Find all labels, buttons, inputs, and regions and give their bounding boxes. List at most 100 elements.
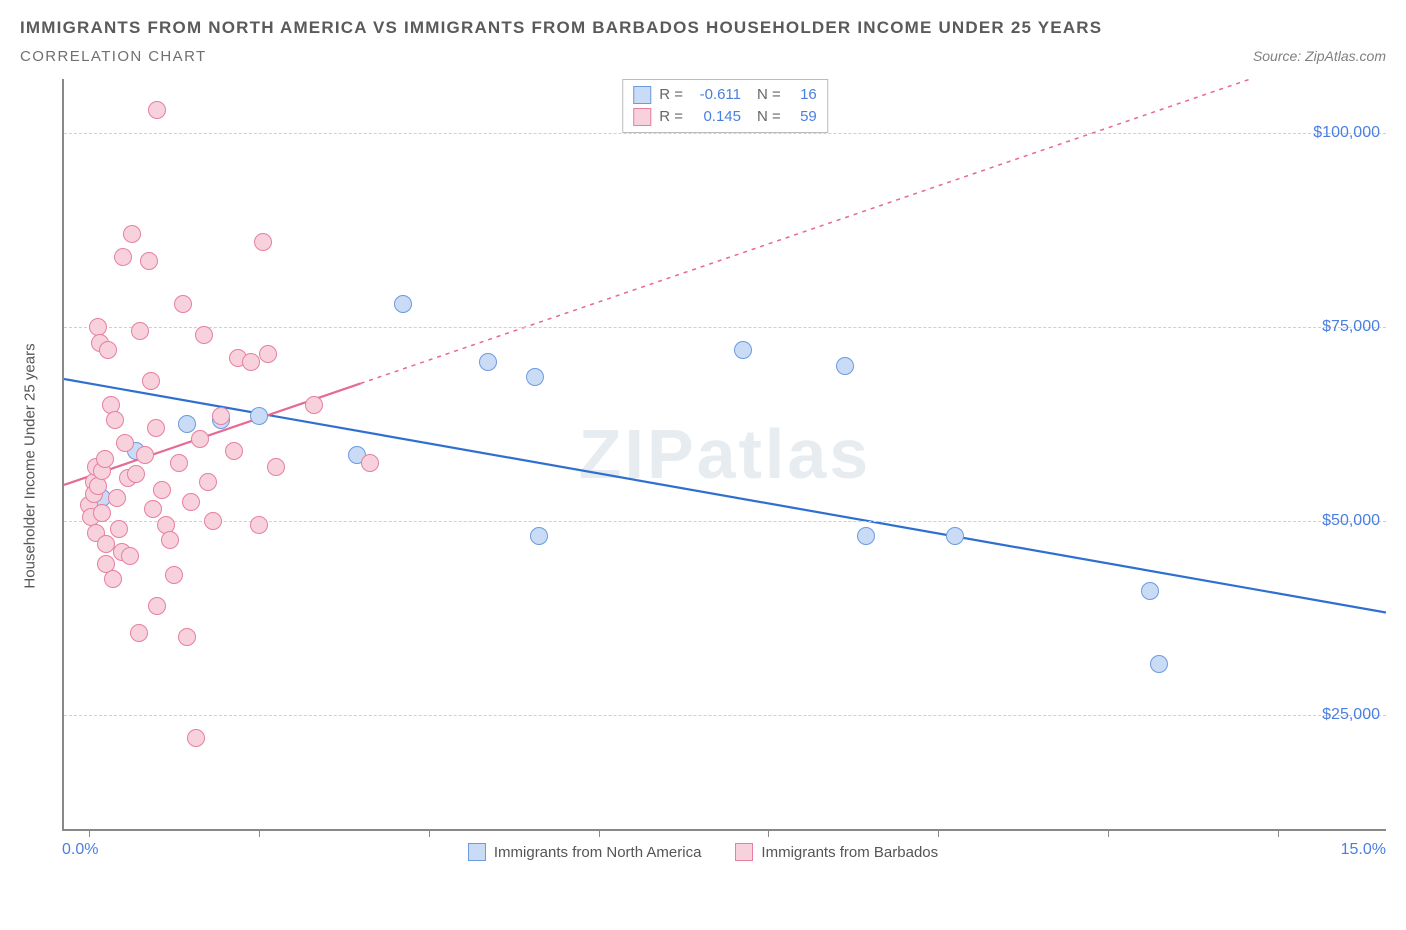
watermark: ZIPatlas <box>579 414 871 494</box>
scatter-point <box>174 295 192 313</box>
scatter-point <box>204 512 222 530</box>
scatter-point <box>225 442 243 460</box>
y-tick-label: $50,000 <box>1322 512 1380 530</box>
scatter-point <box>144 500 162 518</box>
x-tick <box>1108 829 1109 837</box>
scatter-point <box>191 430 209 448</box>
scatter-point <box>127 465 145 483</box>
scatter-point <box>479 353 497 371</box>
scatter-point <box>199 473 217 491</box>
scatter-point <box>1141 582 1159 600</box>
scatter-point <box>305 396 323 414</box>
scatter-point <box>121 547 139 565</box>
scatter-point <box>161 531 179 549</box>
legend-label: Immigrants from Barbados <box>761 844 938 861</box>
scatter-point <box>165 566 183 584</box>
legend-item: Immigrants from North America <box>468 843 702 861</box>
scatter-point <box>178 628 196 646</box>
x-tick <box>1278 829 1279 837</box>
y-tick-label: $100,000 <box>1313 124 1380 142</box>
stat-n-value: 16 <box>789 84 817 106</box>
gridline <box>64 327 1386 328</box>
trend-lines <box>64 79 1386 829</box>
stat-n-label: N = <box>757 106 781 128</box>
scatter-point <box>734 341 752 359</box>
y-tick-label: $25,000 <box>1322 706 1380 724</box>
scatter-point <box>140 252 158 270</box>
stat-r-label: R = <box>659 84 683 106</box>
scatter-point <box>212 407 230 425</box>
legend-swatch <box>633 86 651 104</box>
scatter-point <box>153 481 171 499</box>
scatter-point <box>142 372 160 390</box>
scatter-point <box>148 101 166 119</box>
scatter-point <box>946 527 964 545</box>
scatter-point <box>836 357 854 375</box>
scatter-point <box>259 345 277 363</box>
scatter-point <box>526 368 544 386</box>
x-tick <box>89 829 90 837</box>
gridline <box>64 715 1386 716</box>
scatter-point <box>254 233 272 251</box>
scatter-point <box>93 504 111 522</box>
scatter-point <box>1150 655 1168 673</box>
stat-r-value: 0.145 <box>691 106 741 128</box>
stat-n-label: N = <box>757 84 781 106</box>
source-credit: Source: ZipAtlas.com <box>1253 48 1386 64</box>
gridline <box>64 133 1386 134</box>
y-axis-title: Householder Income Under 25 years <box>22 343 39 588</box>
scatter-point <box>123 225 141 243</box>
legend-swatch <box>468 843 486 861</box>
legend-item: Immigrants from Barbados <box>735 843 938 861</box>
scatter-point <box>250 407 268 425</box>
scatter-point <box>130 624 148 642</box>
scatter-point <box>250 516 268 534</box>
scatter-point <box>267 458 285 476</box>
scatter-point <box>108 489 126 507</box>
scatter-point <box>104 570 122 588</box>
scatter-point <box>89 477 107 495</box>
correlation-chart: Householder Income Under 25 years ZIPatl… <box>20 71 1386 861</box>
scatter-point <box>187 729 205 747</box>
legend-swatch <box>735 843 753 861</box>
scatter-point <box>857 527 875 545</box>
scatter-point <box>170 454 188 472</box>
scatter-point <box>242 353 260 371</box>
scatter-point <box>195 326 213 344</box>
scatter-point <box>147 419 165 437</box>
x-label-left: 0.0% <box>62 841 98 859</box>
scatter-point <box>182 493 200 511</box>
scatter-point <box>394 295 412 313</box>
stat-row: R = 0.145 N = 59 <box>633 106 817 128</box>
chart-subtitle: CORRELATION CHART <box>20 48 207 65</box>
stat-r-label: R = <box>659 106 683 128</box>
x-tick <box>429 829 430 837</box>
stat-row: R = -0.611 N = 16 <box>633 84 817 106</box>
scatter-point <box>131 322 149 340</box>
y-tick-label: $75,000 <box>1322 318 1380 336</box>
legend-label: Immigrants from North America <box>494 844 702 861</box>
stat-r-value: -0.611 <box>691 84 741 106</box>
scatter-point <box>99 341 117 359</box>
scatter-point <box>116 434 134 452</box>
scatter-point <box>114 248 132 266</box>
scatter-point <box>110 520 128 538</box>
legend-swatch <box>633 108 651 126</box>
scatter-point <box>136 446 154 464</box>
scatter-point <box>106 411 124 429</box>
scatter-point <box>530 527 548 545</box>
x-label-right: 15.0% <box>1341 841 1386 859</box>
x-tick <box>259 829 260 837</box>
scatter-point <box>361 454 379 472</box>
chart-title: IMMIGRANTS FROM NORTH AMERICA VS IMMIGRA… <box>20 18 1386 38</box>
x-tick <box>938 829 939 837</box>
scatter-point <box>178 415 196 433</box>
plot-area: ZIPatlas R = -0.611 N = 16 R = 0.145 N = 59 $25… <box>62 79 1386 831</box>
x-tick <box>599 829 600 837</box>
stats-legend: R = -0.611 N = 16 R = 0.145 N = 59 <box>622 79 828 133</box>
scatter-point <box>96 450 114 468</box>
scatter-point <box>148 597 166 615</box>
stat-n-value: 59 <box>789 106 817 128</box>
x-tick <box>768 829 769 837</box>
series-legend: Immigrants from North America Immigrants … <box>20 843 1386 861</box>
